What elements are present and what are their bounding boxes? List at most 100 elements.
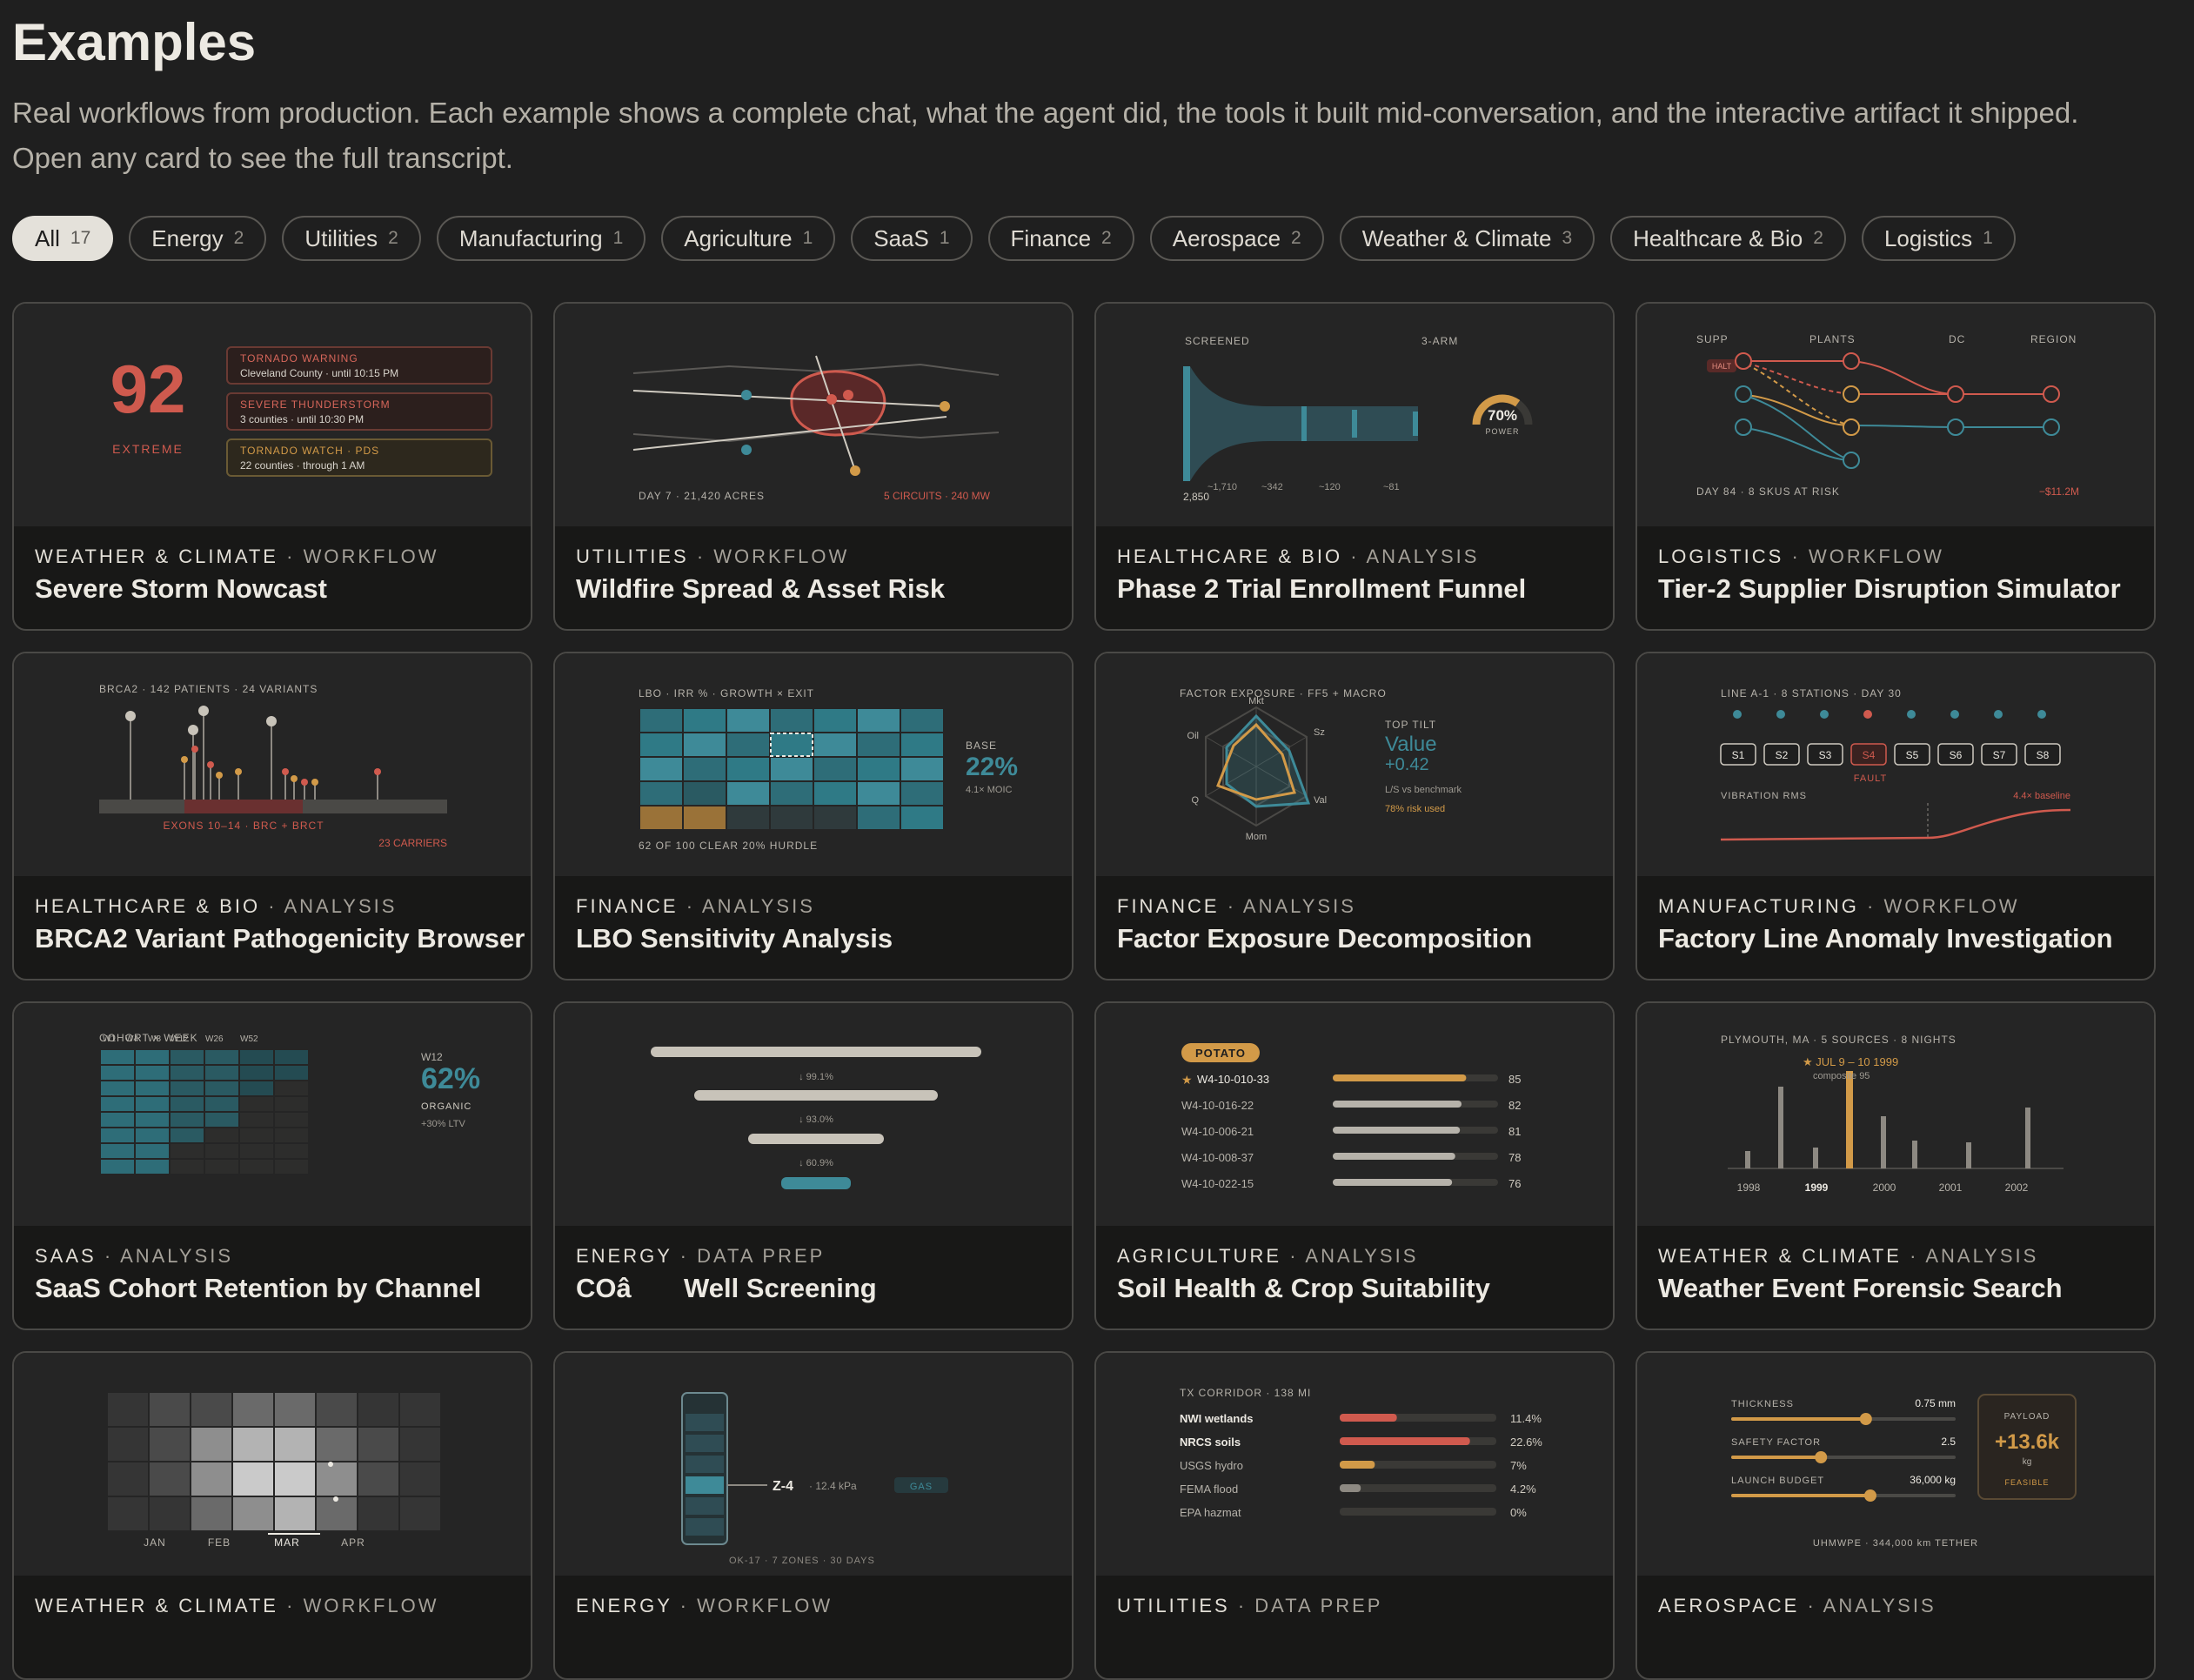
asset-node <box>826 394 837 405</box>
retention-cell <box>171 1160 204 1174</box>
example-card[interactable]: POTATO W4-10-010-33 85 W4-10-016-22 82 W4-10… <box>1094 1001 1615 1330</box>
zone-name: Z-4 <box>773 1479 793 1494</box>
example-card[interactable]: Z-4 · 12.4 kPa GAS OK-17 · 7 ZONES · 30 … <box>553 1351 1074 1680</box>
station-label: S6 <box>1950 749 1963 761</box>
lbo-preview: LBO · IRR % · GROWTH × EXIT BASE 22% 4.1… <box>639 687 1018 852</box>
filter-all[interactable]: All 17 <box>12 216 114 261</box>
card-preview: POTATO W4-10-010-33 85 W4-10-016-22 82 W4-10… <box>1096 1003 1613 1226</box>
example-card[interactable]: THICKNESS 0.75 mm SAFETY FACTOR 2.5 LAUNCH B… <box>1635 1351 2156 1680</box>
example-card[interactable]: FACTOR EXPOSURE · FF5 + MACRO Mkt Sz Val… <box>1094 652 1615 981</box>
parcel-id: W4-10-022-15 <box>1181 1177 1254 1190</box>
card-preview: LBO · IRR % · GROWTH × EXIT BASE 22% 4.1… <box>555 653 1072 876</box>
flow-link <box>1739 393 1852 461</box>
score-bar <box>1333 1074 1467 1081</box>
score-value: 85 <box>1508 1073 1521 1086</box>
example-card[interactable]: TX CORRIDOR · 138 MI NWI wetlands 11.4% NR… <box>1094 1351 1615 1680</box>
score-value: 81 <box>1508 1125 1521 1138</box>
corridor-preview: TX CORRIDOR · 138 MI NWI wetlands 11.4% NR… <box>1180 1387 1542 1519</box>
month-label: MAR <box>274 1536 300 1549</box>
retention-cell <box>240 1128 273 1142</box>
retention-cell <box>275 1066 308 1080</box>
slider-label: LAUNCH BUDGET <box>1731 1476 1824 1486</box>
station-label: S2 <box>1776 749 1789 761</box>
axis-label: Q <box>1191 795 1199 806</box>
card-preview: PLYMOUTH, MA · 5 SOURCES · 8 NIGHTS ★ JU… <box>1637 1003 2154 1226</box>
station-label: S8 <box>2037 749 2050 761</box>
grid-cell <box>684 782 726 805</box>
example-card[interactable]: BRCA2 · 142 PATIENTS · 24 VARIANTS <box>12 652 532 981</box>
filter-utilities[interactable]: Utilities 2 <box>282 216 421 261</box>
filter-manufacturing[interactable]: Manufacturing 1 <box>436 216 646 261</box>
base-moic: 4.1× MOIC <box>966 785 1013 795</box>
kind-label: ANALYSIS <box>1366 545 1480 567</box>
example-card[interactable]: LINE A-1 · 8 STATIONS · DAY 30 S1 S2 S3 S4 S… <box>1635 652 2156 981</box>
grid-cell <box>814 807 856 829</box>
station-status-dot <box>1863 710 1872 719</box>
category-label: WEATHER & CLIMATE <box>35 1595 278 1616</box>
retention-cell <box>136 1160 169 1174</box>
filter-logistics[interactable]: Logistics 1 <box>1861 216 2016 261</box>
retention-cell <box>240 1144 273 1158</box>
variant-dot <box>181 756 188 763</box>
funnel-count: ~1,710 <box>1207 482 1237 492</box>
filter-healthcare-bio[interactable]: Healthcare & Bio 2 <box>1610 216 1846 261</box>
variant-dot <box>191 746 198 753</box>
asset-node <box>850 465 860 476</box>
filter-label: Utilities <box>304 224 378 251</box>
lbo-header: LBO · IRR % · GROWTH × EXIT <box>639 687 814 699</box>
filter-count: 2 <box>233 228 244 248</box>
retention-cell <box>171 1050 204 1064</box>
supplier-node <box>1735 418 1752 436</box>
filter-finance[interactable]: Finance 2 <box>987 216 1134 261</box>
variant-dot <box>216 772 223 779</box>
filter-agriculture[interactable]: Agriculture 1 <box>661 216 836 261</box>
heat-cell <box>317 1497 357 1530</box>
filter-aerospace[interactable]: Aerospace 2 <box>1149 216 1324 261</box>
example-card[interactable]: SUPP PLANTS DC REGION HALT <box>1635 302 2156 631</box>
parcel-id: W4-10-006-21 <box>1181 1125 1254 1138</box>
retention-cell <box>275 1113 308 1127</box>
month-label: FEB <box>208 1536 231 1549</box>
event-bar-highlight <box>1846 1071 1853 1168</box>
parameter-sliders: THICKNESS 0.75 mm SAFETY FACTOR 2.5 LAUNCH B… <box>1731 1397 1956 1502</box>
halt-label: HALT <box>1712 362 1732 371</box>
parcel-id: W4-10-016-22 <box>1181 1099 1254 1112</box>
variant-dot <box>235 768 242 775</box>
variant-dot <box>301 779 308 786</box>
filter-weather-climate[interactable]: Weather & Climate 3 <box>1339 216 1595 261</box>
example-card[interactable]: PLYMOUTH, MA · 5 SOURCES · 8 NIGHTS ★ JU… <box>1635 1001 2156 1330</box>
month-label: JAN <box>144 1536 166 1549</box>
example-card[interactable]: ↓ 99.1% ↓ 93.0% ↓ 60.9% ENERGY · DATA PR… <box>553 1001 1074 1330</box>
share-bar <box>1340 1414 1397 1422</box>
share-value: 0% <box>1510 1506 1527 1519</box>
retention-cell <box>136 1066 169 1080</box>
plant-node <box>1843 352 1860 370</box>
filter-saas[interactable]: SaaS 1 <box>851 216 973 261</box>
separator: · <box>286 545 296 567</box>
example-card[interactable]: 92 EXTREME TORNADO WARNING Cleveland Cou… <box>12 302 532 631</box>
example-card[interactable]: LBO · IRR % · GROWTH × EXIT BASE 22% 4.1… <box>553 652 1074 981</box>
filter-energy[interactable]: Energy 2 <box>129 216 267 261</box>
week-label: W8 <box>148 1034 161 1044</box>
funnel-count: ~120 <box>1319 482 1341 492</box>
supplier-node <box>1735 385 1752 403</box>
heat-cell <box>317 1462 357 1496</box>
funnel-preview: SCREENED 3-ARM 2,850 ~1,710 ~342 ~120 ~8… <box>1183 335 1533 503</box>
card-preview: LINE A-1 · 8 STATIONS · DAY 30 S1 S2 S3 S4 S… <box>1637 653 2154 876</box>
example-card[interactable]: JAN FEB MAR APR WEATHER & CLIMATE · WORK… <box>12 1351 532 1680</box>
example-card[interactable]: COHORT × WEEK W1 W4 W8 W12 W26 W52 W12 62% OR… <box>12 1001 532 1330</box>
example-card[interactable]: DAY 7 · 21,420 ACRES 5 CIRCUITS · 240 MW… <box>553 302 1074 631</box>
alert-sub: Cleveland County · until 10:15 PM <box>240 367 398 379</box>
kind-label: WORKFLOW <box>303 545 439 567</box>
page-subtitle: Real workflows from production. Each exa… <box>12 97 2079 174</box>
retention-cell <box>240 1066 273 1080</box>
revenue-impact: −$11.2M <box>2039 485 2079 498</box>
example-card[interactable]: SCREENED 3-ARM 2,850 ~1,710 ~342 ~120 ~8… <box>1094 302 1615 631</box>
funnel-stage <box>1183 366 1190 481</box>
heat-cell <box>191 1462 231 1496</box>
separator: · <box>1237 1595 1248 1616</box>
station-label: S7 <box>1993 749 2006 761</box>
station-box <box>1894 743 1930 766</box>
card-category: SAAS · ANALYSIS <box>35 1245 233 1268</box>
